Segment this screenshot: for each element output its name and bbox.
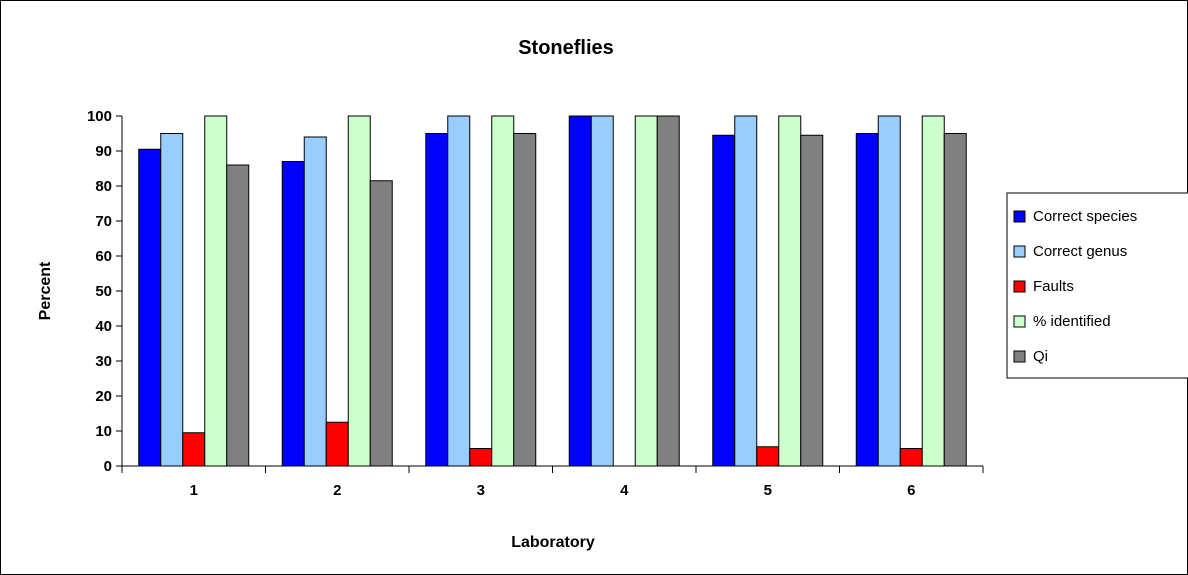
bar-correct-species-lab-6 [855, 133, 879, 467]
y-tick-label: 0 [104, 458, 112, 475]
bar-faults-lab-5 [756, 446, 780, 467]
bar-correct-species-lab-4 [568, 115, 592, 467]
x-tick-label: 4 [620, 482, 629, 499]
bar-qi-lab-2 [369, 180, 393, 467]
x-tick-label: 5 [764, 482, 772, 499]
x-tick-label: 1 [190, 482, 198, 499]
bar-correct-species-lab-3 [425, 133, 449, 467]
y-tick-label: 20 [95, 388, 112, 405]
legend-swatch [1013, 280, 1026, 293]
bar-correct-genus-lab-5 [734, 115, 758, 467]
y-tick-label: 30 [95, 353, 112, 370]
bar-identified-lab-6 [921, 115, 945, 467]
legend-swatch [1013, 210, 1026, 223]
bar-correct-genus-lab-1 [160, 133, 184, 467]
bar-correct-genus-lab-6 [877, 115, 901, 467]
y-tick-label: 70 [95, 213, 112, 230]
x-axis-title: Laboratory [511, 534, 595, 551]
legend-swatch [1013, 315, 1026, 328]
bar-faults-lab-3 [469, 448, 493, 467]
legend-label: Correct genus [1033, 243, 1127, 260]
y-tick-label: 100 [87, 108, 112, 125]
x-tick-label: 6 [907, 482, 915, 499]
legend-box [1006, 192, 1188, 379]
legend-label: % identified [1033, 313, 1111, 330]
x-axis: 1 2 3 4 5 6 [121, 465, 984, 499]
bar-correct-genus-lab-2 [303, 136, 327, 467]
bar-qi-lab-5 [800, 134, 824, 467]
bar-correct-species-lab-1 [138, 148, 162, 467]
bar-faults-lab-2 [325, 421, 349, 467]
bar-qi-lab-1 [226, 164, 250, 467]
legend-label: Faults [1033, 278, 1074, 295]
legend-label: Correct species [1033, 208, 1137, 225]
x-tick-label: 3 [477, 482, 485, 499]
bar-faults-lab-1 [182, 432, 206, 467]
y-tick-label: 90 [95, 143, 112, 160]
x-tick-label: 2 [333, 482, 341, 499]
y-tick-label: 10 [95, 423, 112, 440]
y-tick-label: 60 [95, 248, 112, 265]
bar-qi-lab-6 [943, 133, 967, 467]
bar-identified-lab-2 [347, 115, 371, 467]
y-tick-label: 80 [95, 178, 112, 195]
legend-swatch [1013, 245, 1026, 258]
chart-title: Stoneflies [518, 37, 614, 59]
y-tick-label: 50 [95, 283, 112, 300]
bar-identified-lab-1 [204, 115, 228, 467]
y-tick-label: 40 [95, 318, 112, 335]
bar-correct-genus-lab-4 [590, 115, 614, 467]
bar-qi-lab-3 [513, 133, 537, 467]
y-axis-title: Percent [37, 261, 54, 320]
y-axis: 0 10 20 30 40 50 60 70 80 90 100 [87, 108, 123, 475]
legend: Correct species Correct genus Faults % iden… [1006, 192, 1188, 379]
bar-identified-lab-4 [634, 115, 658, 467]
bar-faults-lab-6 [899, 448, 923, 467]
plot-area [138, 115, 967, 467]
bar-identified-lab-5 [778, 115, 802, 467]
bar-correct-genus-lab-3 [447, 115, 471, 467]
legend-swatch [1013, 350, 1026, 363]
legend-label: Qi [1033, 348, 1048, 365]
bar-identified-lab-3 [491, 115, 515, 467]
bar-correct-species-lab-2 [281, 161, 305, 467]
bar-qi-lab-4 [656, 115, 680, 467]
bar-correct-species-lab-5 [712, 134, 736, 467]
